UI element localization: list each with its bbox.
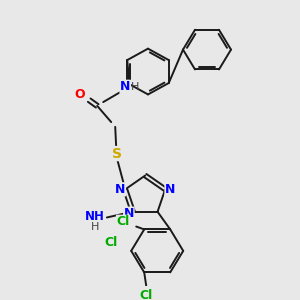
Text: N: N — [165, 183, 175, 196]
Text: N: N — [124, 207, 134, 220]
Text: N: N — [120, 80, 130, 93]
Text: Cl: Cl — [140, 289, 153, 300]
Text: H: H — [131, 82, 140, 92]
Text: Cl: Cl — [117, 215, 130, 228]
Text: Cl: Cl — [104, 236, 118, 249]
Text: H: H — [91, 222, 99, 232]
Text: N: N — [115, 183, 125, 196]
Text: O: O — [74, 88, 85, 101]
Text: NH: NH — [85, 210, 105, 223]
Text: S: S — [112, 147, 122, 160]
